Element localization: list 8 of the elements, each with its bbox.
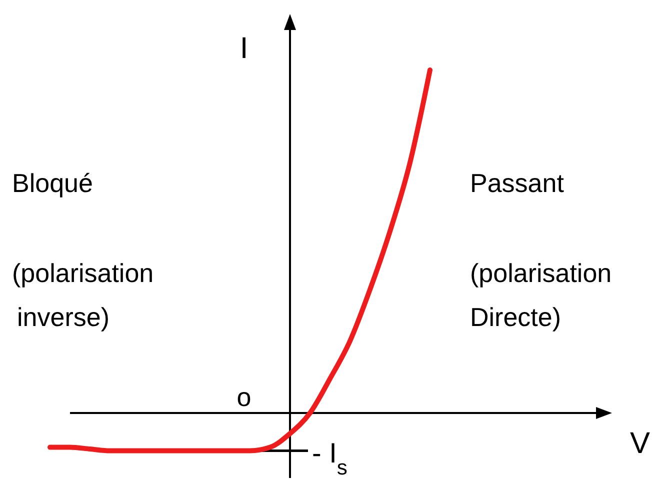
text: (polarisation Directe) (470, 258, 612, 332)
ref-line-label: - I$_{s}$ (312, 438, 348, 480)
y-axis-title: I (240, 32, 248, 65)
annotation: Bloqué (12, 168, 93, 198)
text: V (630, 427, 650, 460)
annotation: o (236, 382, 252, 412)
text: Passant (470, 168, 565, 198)
annotation: (polarisation inverse) (12, 258, 154, 332)
